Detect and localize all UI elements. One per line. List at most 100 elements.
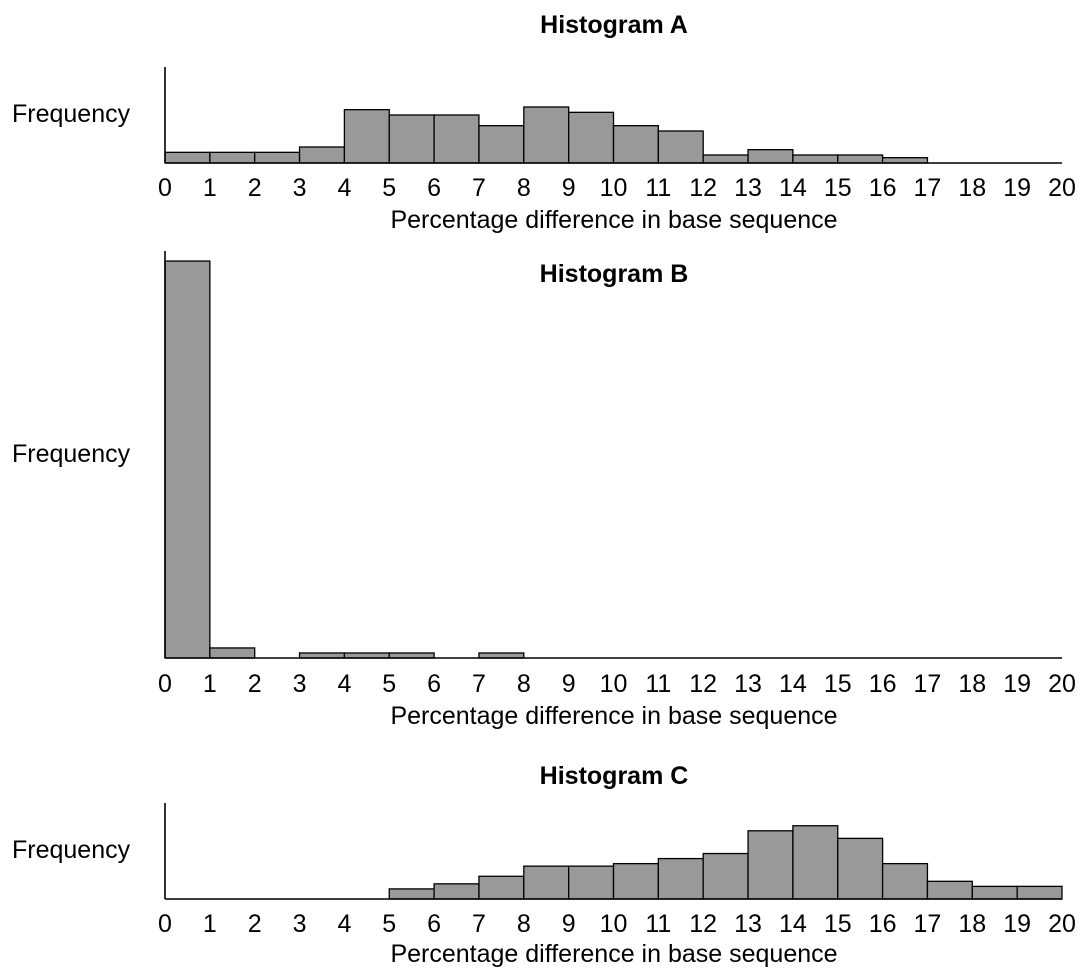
histogram-b-bars [164,260,525,659]
histogram-b-tick-label: 0 [158,670,172,698]
histogram-c-title: Histogram C [540,762,689,790]
histogram-c-bar-9 [568,865,615,900]
histogram-b-axes [164,251,1062,659]
histogram-b-tick-label: 20 [1048,670,1076,698]
histogram-c-bar-8 [523,865,570,900]
histogram-b-tick-label: 16 [869,670,897,698]
histogram-c-bars [388,825,1063,900]
histogram-c-tick-label: 20 [1048,910,1076,938]
histogram-c-tick-label: 17 [914,910,942,938]
histogram-c-tick-label: 14 [779,910,807,938]
histogram-c-bar-16 [881,862,929,900]
histogram-a-bar-14 [792,154,839,164]
histogram-a-tick-label: 19 [1003,174,1031,202]
histogram-a-tick-label: 5 [382,174,396,202]
histogram-c-x-ticks: 0 1 2 3 4 5 6 7 8 9 10 11 12 13 14 15 16 17 18 19 20 [158,910,1076,938]
histogram-c-tick-label: 1 [203,910,217,938]
histogram-c-tick-label: 2 [248,910,262,938]
histogram-b-title: Histogram B [540,260,689,288]
histogram-a-bar-13 [747,149,794,164]
histogram-b-tick-label: 4 [337,670,351,698]
histogram-b-y-axis-label: Frequency [12,440,131,468]
histogram-b-tick-label: 10 [600,670,628,698]
histogram-a-tick-label: 17 [914,174,942,202]
histogram-b-bar-0 [164,260,211,659]
histogram-b-tick-label: 19 [1003,670,1031,698]
histogram-c-bar-10 [612,862,659,900]
histogram-c-x-axis-label: Percentage difference in base sequence [390,940,837,968]
histogram-c-tick-label: 16 [869,910,897,938]
histogram-c-bar-12 [702,852,749,900]
histogram-b-tick-label: 1 [203,670,217,698]
histogram-a-tick-label: 12 [689,174,717,202]
histogram-c-tick-label: 18 [958,910,986,938]
histogram-a-bar-1 [209,151,256,164]
histogram-a-title: Histogram A [540,11,688,39]
histogram-a-tick-label: 11 [645,174,671,202]
histogram-c-tick-label: 13 [734,910,762,938]
histogram-b-x-axis-label: Percentage difference in base sequence [390,702,837,730]
histogram-c-tick-label: 7 [472,910,486,938]
histogram-a-tick-label: 10 [600,174,628,202]
histogram-a-x-axis-label: Percentage difference in base sequence [390,206,837,234]
histogram-a-tick-label: 16 [869,174,897,202]
histogram-b-tick-label: 5 [382,670,396,698]
histogram-c-axes [164,803,1062,900]
histogram-a-tick-label: 15 [824,174,852,202]
histogram-c-bar-15 [837,837,884,900]
histogram-c-tick-label: 5 [382,910,396,938]
histogram-a-tick-label: 18 [958,174,986,202]
histogram-a-bar-3 [298,146,346,164]
histogram-a-tick-label: 14 [779,174,807,202]
histogram-a-tick-label: 2 [248,174,262,202]
histogram-b-x-ticks: 0 1 2 3 4 5 6 7 8 9 10 11 12 13 14 15 16 17 18 19 20 [158,670,1076,698]
histogram-a-bar-7 [478,125,525,164]
histogram-c-tick-label: 0 [158,910,172,938]
histogram-c-tick-label: 4 [337,910,351,938]
histogram-a-y-axis-label: Frequency [12,100,131,128]
histogram-a-axes [164,67,1062,164]
histogram-c-bar-5 [388,888,435,900]
histogram-a-panel: Histogram A Frequency 0 1 2 3 4 5 6 7 8 9 10 11 12 13… [12,11,1076,234]
histogram-a-bar-6 [433,114,480,164]
histogram-c-tick-label: 9 [562,910,576,938]
histogram-b-tick-label: 2 [248,670,262,698]
histogram-b-tick-label: 18 [958,670,986,698]
histogram-a-tick-label: 3 [293,174,307,202]
histogram-c-bar-17 [926,880,973,900]
histogram-b-tick-label: 3 [293,670,307,698]
histogram-a-tick-label: 20 [1048,174,1076,202]
histogram-c-tick-label: 15 [824,910,852,938]
histogram-a-bar-8 [523,106,570,164]
histogram-c-bar-11 [657,857,704,900]
histogram-b-tick-label: 13 [734,670,762,698]
histogram-c-tick-label: 11 [645,910,671,938]
histogram-a-bar-5 [388,114,435,164]
histogram-a-bar-4 [343,109,390,164]
histogram-a-tick-label: 9 [562,174,576,202]
histogram-a-tick-label: 0 [158,174,172,202]
histogram-b-panel: Histogram B Frequency 0 1 2 3 4 5 6 7 8 9 10 11 12 13… [12,251,1076,730]
histogram-b-tick-label: 17 [914,670,942,698]
histogram-a-bars [164,106,929,164]
histogram-c-tick-label: 8 [517,910,531,938]
histogram-c-tick-label: 3 [293,910,307,938]
histogram-c-bar-19 [1016,885,1063,900]
histogram-c-bar-13 [747,830,794,900]
histogram-b-tick-label: 6 [427,670,441,698]
histogram-b-tick-label: 14 [779,670,807,698]
histogram-b-tick-label: 12 [689,670,717,698]
histogram-a-tick-label: 7 [472,174,486,202]
histogram-c-tick-label: 19 [1003,910,1031,938]
histogram-c-bar-7 [478,875,525,900]
histogram-c-bar-18 [971,885,1018,900]
histogram-c-tick-label: 6 [427,910,441,938]
histogram-b-tick-label: 9 [562,670,576,698]
histogram-c-panel: Histogram C Frequency 0 1 2 3 4 5 6 7 8 9 10 11 12 13… [12,762,1076,968]
histogram-a-bar-0 [164,151,211,164]
histogram-a-tick-label: 1 [203,174,217,202]
histogram-c-tick-label: 12 [689,910,717,938]
histogram-a-tick-label: 6 [427,174,441,202]
histogram-c-bar-6 [433,883,480,900]
